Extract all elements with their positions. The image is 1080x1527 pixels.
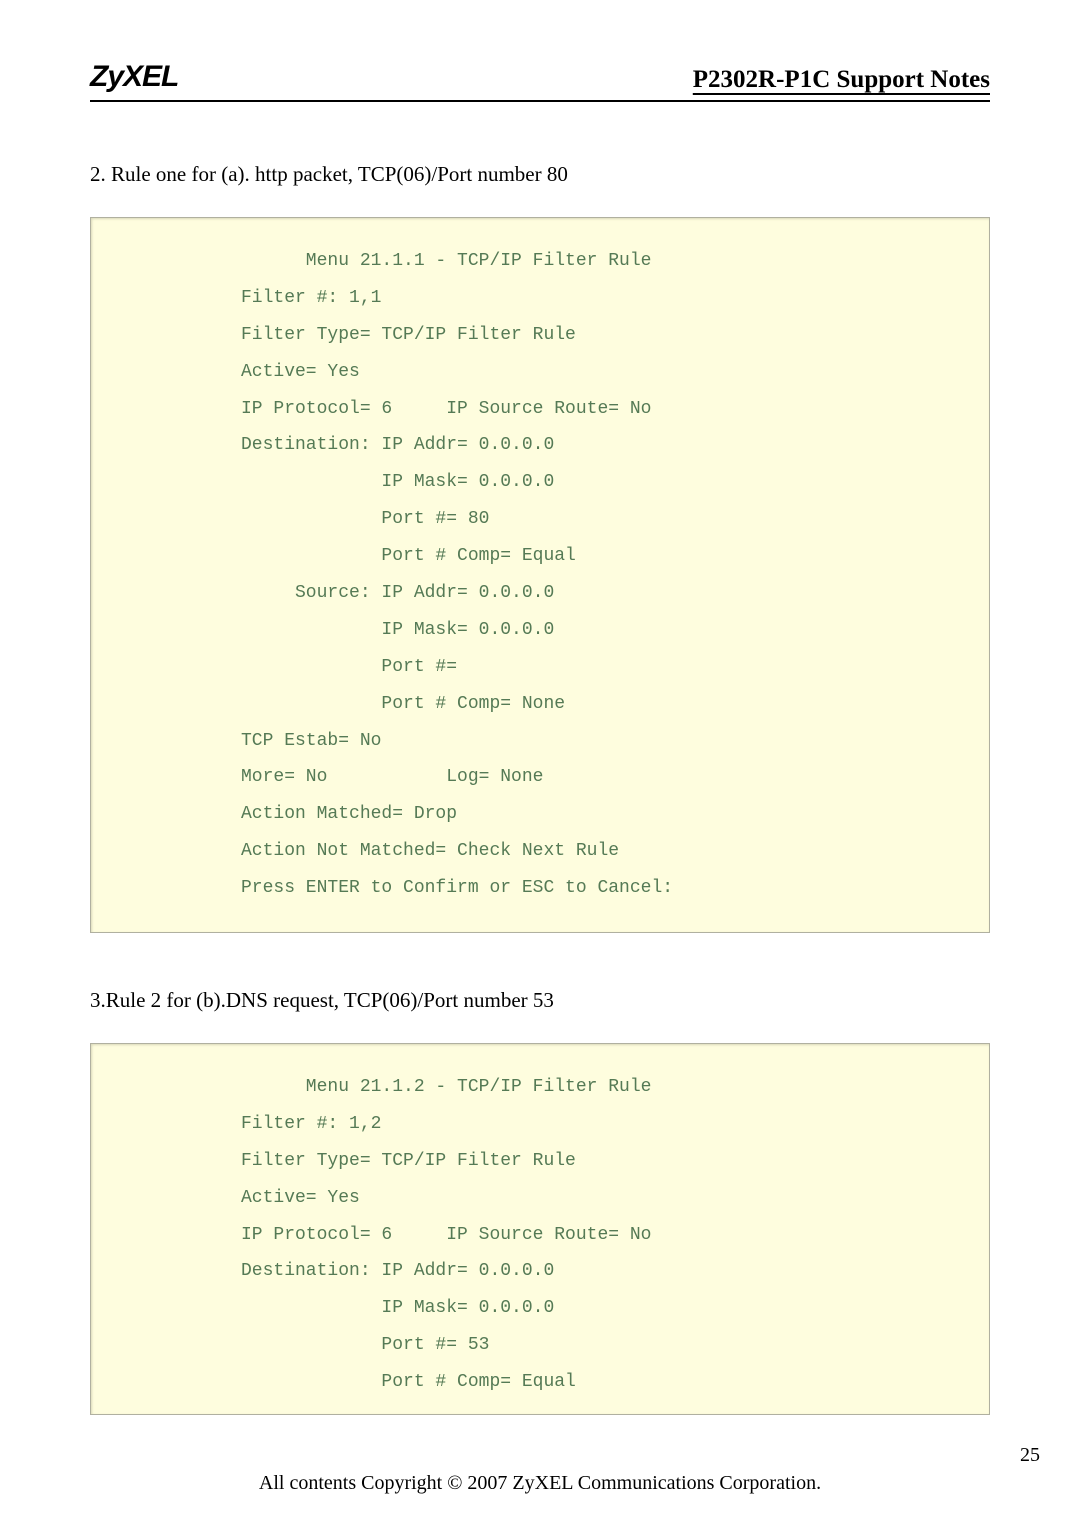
- logo-text: ZyXEL: [90, 60, 178, 94]
- code-block-2: Menu 21.1.2 - TCP/IP Filter Rule Filter …: [90, 1043, 990, 1415]
- section2-intro: 3.Rule 2 for (b).DNS request, TCP(06)/Po…: [90, 988, 990, 1013]
- header-title: P2302R-P1C Support Notes: [693, 66, 990, 94]
- page-container: ZyXEL P2302R-P1C Support Notes 2. Rule o…: [0, 0, 1080, 1465]
- page-number: 25: [1020, 1444, 1040, 1467]
- code-block-1: Menu 21.1.1 - TCP/IP Filter Rule Filter …: [90, 217, 990, 933]
- page-header: ZyXEL P2302R-P1C Support Notes: [90, 60, 990, 102]
- section1-intro: 2. Rule one for (a). http packet, TCP(06…: [90, 162, 990, 187]
- footer-copyright: All contents Copyright © 2007 ZyXEL Comm…: [0, 1472, 1080, 1495]
